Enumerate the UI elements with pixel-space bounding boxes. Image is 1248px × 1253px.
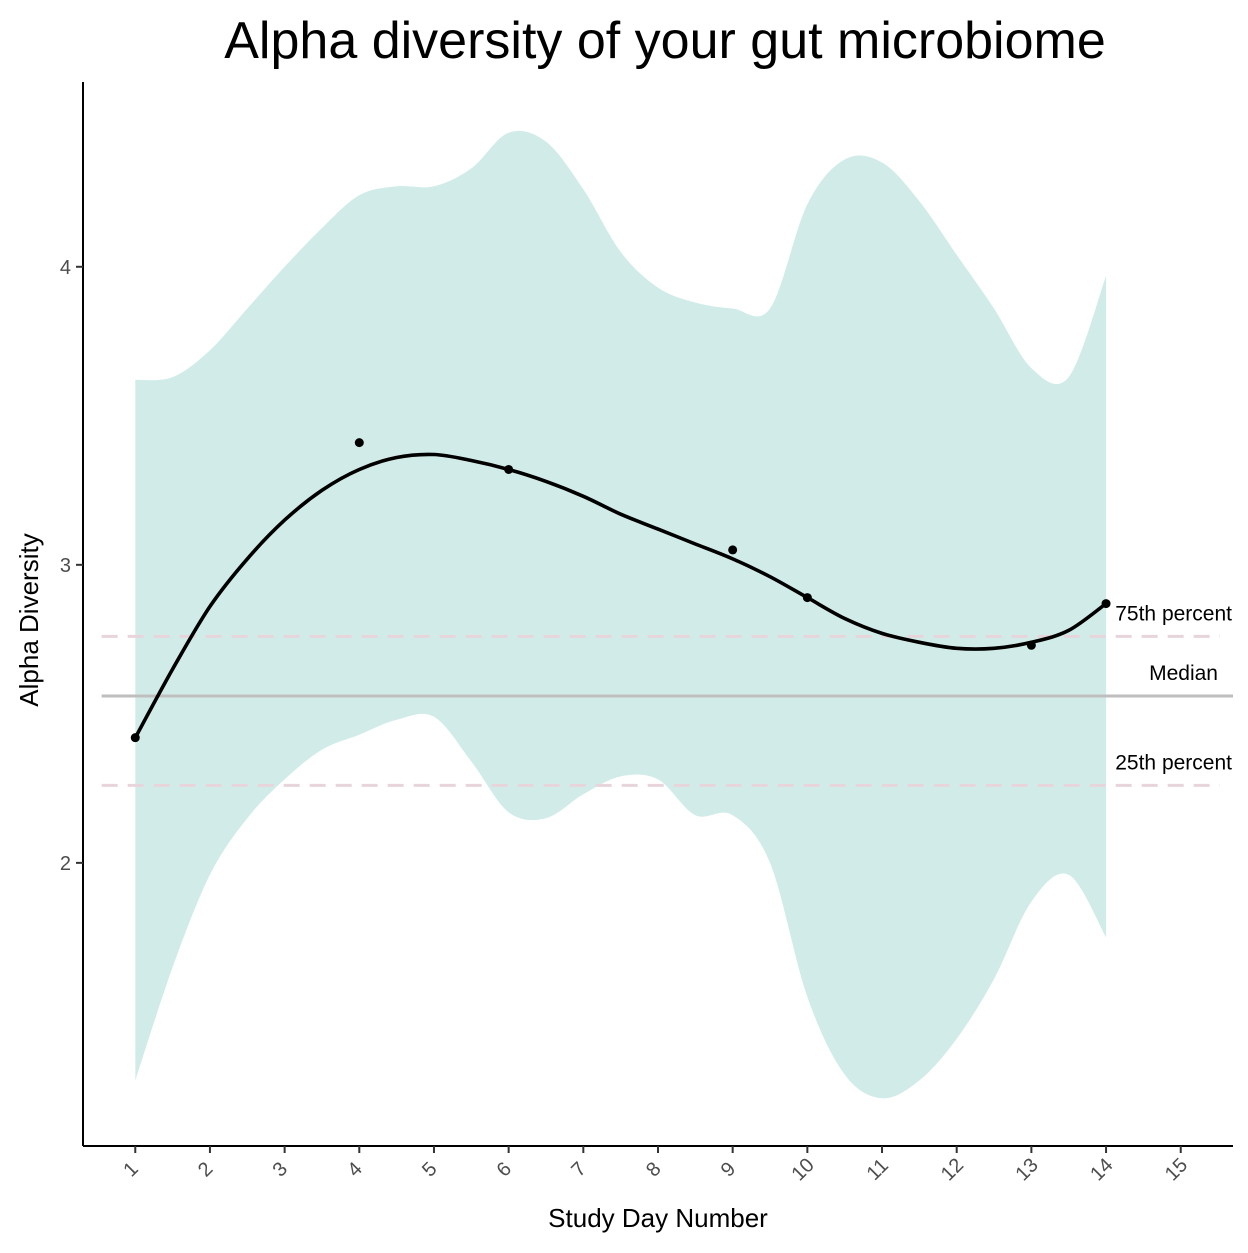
data-point-day-4: [354, 438, 364, 448]
y-tick-label-2: 2: [60, 853, 71, 875]
data-point-day-13: [1026, 640, 1036, 650]
data-point-day-1: [130, 733, 140, 743]
reference-label-75th-percent: 75th percent: [1115, 602, 1232, 625]
x-axis-title: Study Day Number: [548, 1203, 768, 1233]
x-tick-label-10: 10: [788, 1154, 819, 1185]
smooth-line-layer: [133, 452, 1108, 740]
x-tick-label-4: 4: [343, 1158, 366, 1181]
data-point-day-9: [728, 545, 738, 555]
reference-label-25th-percent: 25th percent: [1115, 751, 1232, 774]
x-tick-label-3: 3: [269, 1158, 292, 1181]
x-tick-label-13: 13: [1012, 1154, 1043, 1185]
reference-lines-layer: 75th percent Median 25th percent: [101, 602, 1233, 787]
x-tick-label-6: 6: [493, 1158, 516, 1181]
data-point-day-14: [1101, 599, 1111, 609]
x-tick-label-11: 11: [863, 1155, 893, 1185]
x-tick-label-14: 14: [1086, 1154, 1117, 1185]
x-tick-label-1: 1: [119, 1158, 142, 1181]
chart-title: Alpha diversity of your gut microbiome: [224, 12, 1106, 70]
confidence-band: [135, 130, 1107, 1099]
data-point-day-10: [802, 593, 812, 603]
x-tick-label-7: 7: [567, 1158, 590, 1181]
x-tick-label-8: 8: [642, 1158, 665, 1181]
x-tick-label-9: 9: [717, 1158, 740, 1181]
x-tick-label-2: 2: [194, 1158, 217, 1181]
confidence-band-layer: [135, 130, 1107, 1099]
x-tick-label-5: 5: [418, 1158, 441, 1181]
y-tick-label-4: 4: [60, 257, 71, 279]
y-axis-title: Alpha Diversity: [14, 533, 44, 706]
y-tick-label-3: 3: [60, 555, 71, 577]
smooth-trend-line: [133, 452, 1108, 740]
x-tick-label-12: 12: [937, 1154, 968, 1185]
x-tick-label-15: 15: [1161, 1154, 1192, 1185]
data-point-day-6: [504, 464, 514, 474]
reference-label-median: Median: [1149, 662, 1218, 685]
data-points-layer: [130, 438, 1111, 743]
